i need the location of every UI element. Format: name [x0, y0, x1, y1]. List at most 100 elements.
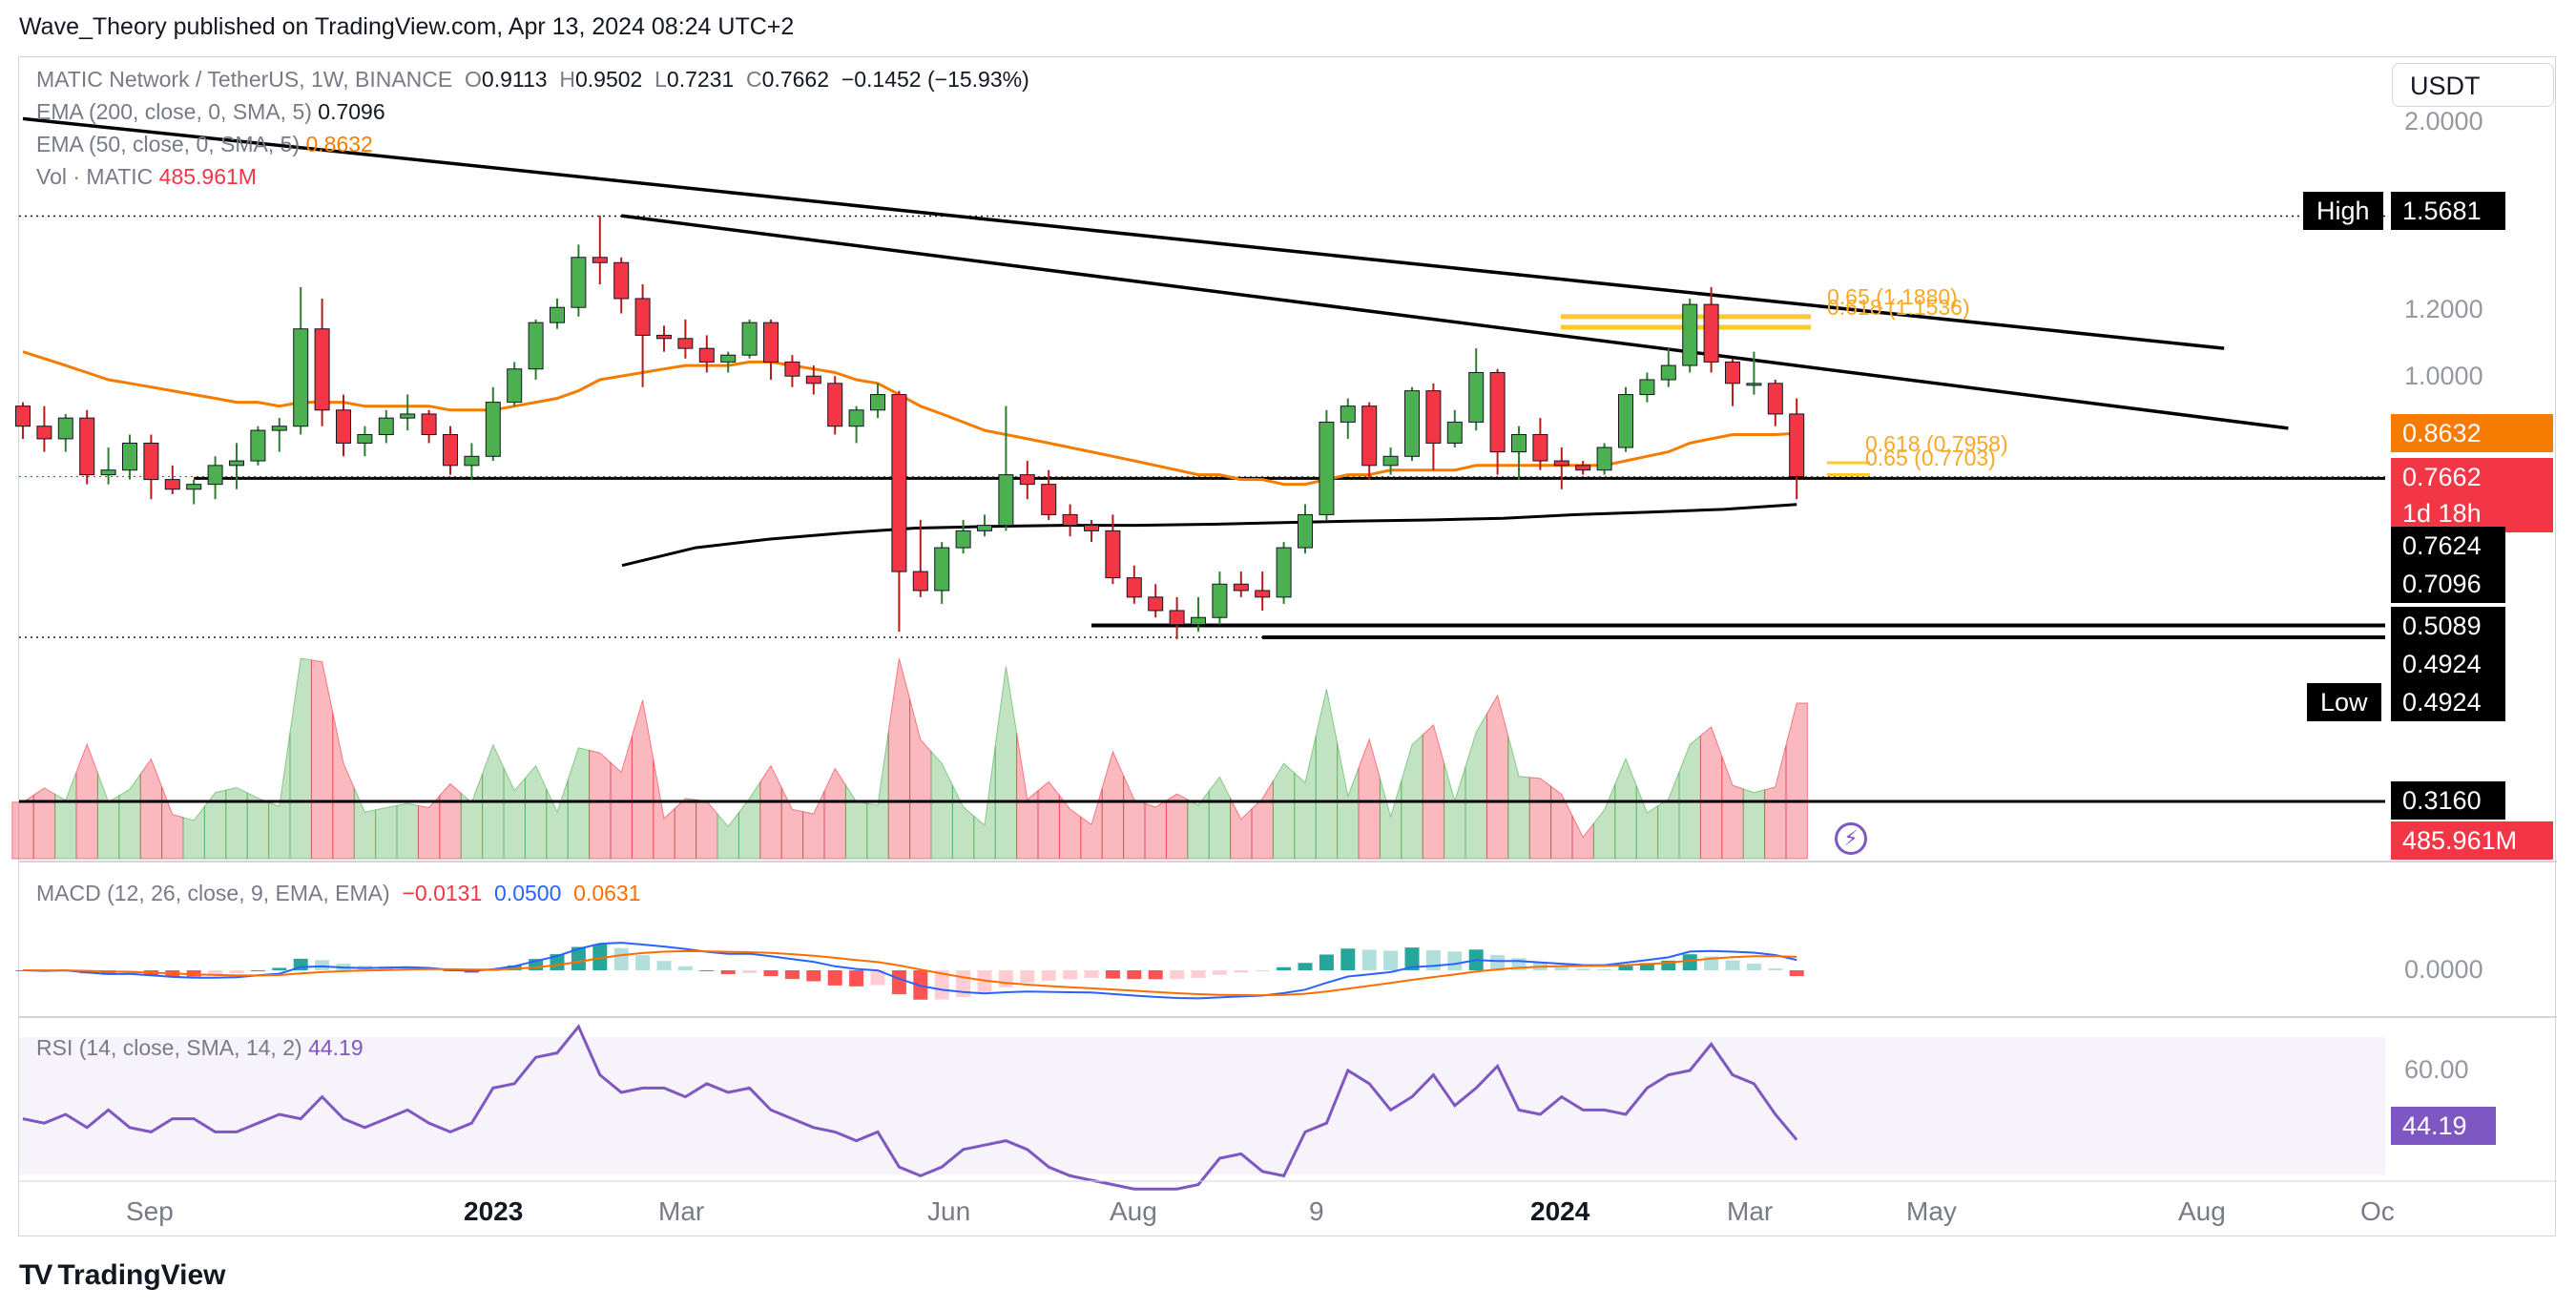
macd-histogram-bar — [1725, 960, 1740, 970]
volume-bar — [353, 787, 377, 860]
volume-bar — [54, 772, 77, 860]
volume-bar — [182, 804, 205, 860]
macd-histogram-bar — [1191, 970, 1206, 978]
support-label: 0.4924 — [2391, 645, 2505, 683]
volume-bar — [1422, 723, 1445, 860]
rsi-legend[interactable]: RSI (14, close, SMA, 14, 2) 44.19 — [36, 1035, 364, 1061]
ema200-legend[interactable]: EMA (200, close, 0, SMA, 5) 0.7096 — [36, 99, 385, 125]
candle-body — [421, 413, 437, 435]
volume-bar — [417, 794, 441, 860]
candle-body — [891, 394, 907, 572]
ema50-price-label: 0.8632 — [2391, 414, 2553, 452]
tradingview-logo-icon: TV — [19, 1259, 52, 1291]
high-label: H — [559, 67, 575, 92]
volume-bar — [139, 758, 163, 860]
candle-body — [207, 465, 223, 486]
volume-bar — [567, 747, 591, 860]
volume-label: Vol · MATIC — [36, 164, 154, 189]
countdown-label: 1d 18h — [2391, 494, 2553, 532]
candle-body — [1319, 421, 1335, 515]
volume-bar — [1635, 785, 1659, 860]
macd-histogram-bar — [806, 970, 821, 982]
currency-button[interactable]: USDT — [2392, 63, 2554, 107]
macd-signal-line — [22, 949, 1797, 997]
volume-bar — [1272, 762, 1296, 860]
candle-body — [1126, 577, 1142, 598]
macd-histogram-bar — [1041, 970, 1056, 981]
candle-body — [400, 413, 416, 419]
macd-histogram-bar — [763, 970, 779, 977]
candle-body — [293, 328, 309, 427]
candle-body — [1255, 590, 1271, 598]
tradingview-footer[interactable]: TV TradingView — [19, 1259, 226, 1292]
volume-bar — [1485, 694, 1509, 860]
macd-histogram-bar — [1490, 955, 1506, 970]
candle-body — [1682, 303, 1698, 366]
candle-body — [314, 328, 330, 411]
volume-bar — [866, 731, 889, 860]
candle-body — [613, 261, 630, 300]
symbol-legend[interactable]: MATIC Network / TetherUS, 1W, BINANCE O0… — [36, 67, 1029, 93]
symbol-name[interactable]: MATIC Network / TetherUS, 1W, BINANCE — [36, 67, 453, 92]
candle-body — [464, 455, 480, 467]
last-price-label: 0.7662 — [2391, 458, 2553, 496]
candle-body — [550, 306, 565, 323]
macd-histogram-bar — [934, 970, 949, 1000]
candle-body — [143, 442, 159, 481]
alert-bolt-icon[interactable]: ⚡ — [1835, 822, 1867, 855]
candle-body — [15, 405, 31, 427]
publish-header: Wave_Theory published on TradingView.com… — [19, 13, 795, 40]
support-label: 0.5089 — [2391, 607, 2505, 645]
candle-body — [1425, 390, 1442, 444]
volume-bar — [375, 804, 398, 860]
x-tick: 2024 — [1530, 1196, 1590, 1226]
macd-histogram-bar — [443, 970, 458, 972]
macd-histogram-bar — [1105, 970, 1120, 979]
macd-histogram-bar — [1383, 950, 1399, 970]
volume-bar — [1016, 733, 1039, 860]
fib-label: 0.618 (1.1536) — [1827, 295, 1970, 320]
macd-histogram-bar — [208, 970, 223, 975]
macd-histogram-bar — [1234, 970, 1249, 973]
macd-histogram-bar — [1212, 970, 1227, 975]
macd-histogram-bar — [656, 961, 672, 970]
candle-body — [1105, 530, 1121, 579]
candle-body — [164, 479, 180, 490]
macd-histogram-bar — [1319, 954, 1334, 970]
ema200-label: EMA (200, close, 0, SMA, 5) — [36, 99, 312, 124]
volume-bar — [1678, 735, 1701, 860]
candle-body — [186, 484, 202, 490]
candle-body — [1276, 547, 1292, 598]
candle-body — [357, 433, 373, 444]
volume-bar — [225, 786, 248, 860]
candle-body — [934, 547, 950, 592]
volume-bar — [1080, 787, 1103, 860]
ema50-legend[interactable]: EMA (50, close, 0, SMA, 5) 0.8632 — [36, 132, 373, 157]
rsi-line — [22, 1024, 1798, 1191]
macd-histogram-bar — [507, 965, 522, 970]
volume-bar — [1379, 778, 1402, 860]
macd-legend[interactable]: MACD (12, 26, close, 9, EMA, EMA) −0.013… — [36, 881, 641, 906]
open-value: 0.9113 — [481, 67, 548, 92]
volume-bar — [994, 666, 1018, 860]
macd-histogram-bar — [400, 966, 415, 970]
low-value: 0.7231 — [666, 67, 735, 92]
macd-histogram-bar — [977, 970, 992, 994]
volume-bar — [460, 773, 484, 860]
volume-bar — [32, 787, 56, 860]
volume-bar — [332, 712, 355, 860]
macd-histogram-bar — [1768, 968, 1783, 970]
volume-legend[interactable]: Vol · MATIC 485.961M — [36, 164, 257, 190]
volume-bar — [1785, 702, 1808, 860]
candle-body — [1468, 371, 1485, 423]
x-tick: Aug — [2178, 1196, 2226, 1226]
macd-histogram-bar — [250, 969, 265, 971]
macd-line — [22, 942, 1797, 1000]
x-tick: Sep — [126, 1196, 174, 1226]
candle-body — [1789, 413, 1805, 477]
macd-histogram-bar — [229, 970, 244, 974]
candle-body — [1382, 455, 1399, 467]
macd-histogram-bar — [1575, 968, 1590, 970]
rsi-value: 44.19 — [308, 1035, 364, 1060]
